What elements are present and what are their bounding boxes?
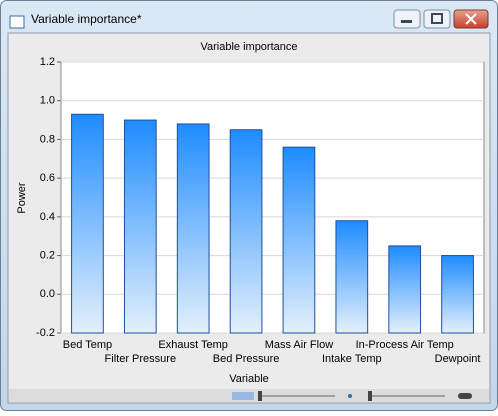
close-icon (465, 13, 477, 25)
y-tick-label: 1.0 (40, 95, 55, 107)
maximize-icon (431, 13, 443, 24)
bar (335, 220, 369, 334)
x-tick-label: In-Process Air Temp (356, 339, 454, 351)
y-tick-label: 0.2 (40, 249, 55, 261)
y-tick-label: 0.6 (40, 172, 55, 184)
x-tick-label: Bed Temp (63, 339, 112, 351)
y-tick-label: 0.4 (40, 211, 55, 223)
y-tick-label: -0.2 (36, 327, 55, 339)
x-tick-label: Mass Air Flow (265, 339, 334, 351)
y-axis-label: Power (16, 182, 28, 214)
toolbar-dot (348, 394, 352, 398)
maximize-button[interactable] (423, 9, 451, 29)
window-icon (9, 15, 25, 29)
x-tick-label: Intake Temp (322, 353, 382, 365)
x-tick-label: Exhaust Temp (158, 339, 228, 351)
color-swatch[interactable] (232, 392, 254, 400)
x-tick-label: Dewpoint (435, 353, 481, 365)
bar (123, 119, 157, 334)
bar (388, 245, 422, 334)
y-tick-label: 0.0 (40, 288, 55, 300)
slider-thumb[interactable] (368, 391, 372, 401)
minimize-icon (401, 20, 412, 23)
bar (282, 146, 316, 334)
y-tick-label: 1.2 (40, 56, 55, 68)
chart-title: Variable importance (200, 41, 297, 53)
bar (441, 255, 474, 334)
x-tick-label: Bed Pressure (213, 353, 280, 365)
bar (71, 113, 104, 334)
x-tick-label: Filter Pressure (105, 353, 177, 365)
slider-thumb[interactable] (258, 391, 262, 401)
y-tick-label: 0.8 (40, 133, 55, 145)
bar (176, 123, 210, 334)
window-title: Variable importance* (31, 12, 142, 26)
minimize-button[interactable] (393, 9, 421, 29)
toolbar-toggle[interactable] (458, 393, 472, 399)
x-axis-label: Variable (229, 373, 269, 385)
bar (229, 129, 263, 334)
